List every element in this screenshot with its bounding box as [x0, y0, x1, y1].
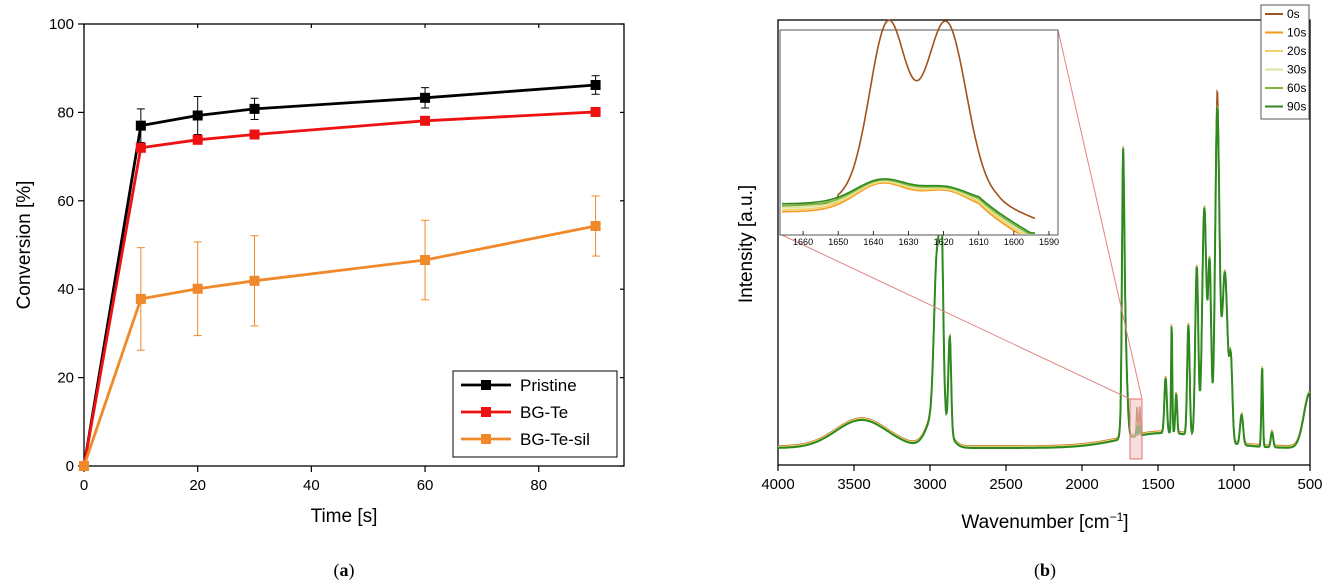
x-tick-label: 2000 [1065, 476, 1098, 493]
data-point-bg-te-sil [590, 220, 601, 231]
data-point-bg-te [420, 115, 431, 126]
panel-a-caption: (a) [334, 560, 355, 581]
y-tick-label: 40 [57, 281, 74, 298]
data-point-pristine [420, 92, 431, 103]
inset-x-tick-label: 1630 [898, 237, 918, 247]
inset-spectrum-30s [782, 180, 1035, 234]
panel-b-y-axis-label: Intensity [a.u.] [736, 185, 757, 303]
series-line-pristine [82, 83, 596, 467]
legend-swatch-marker [481, 434, 491, 444]
data-point-bg-te-sil [420, 255, 431, 266]
inset-spectrum-20s [782, 181, 1035, 234]
panel-a-legend: Pristine BG-Te BG-Te-sil [452, 370, 618, 458]
legend-label: Pristine [520, 376, 577, 395]
panel-a-x-axis-label: Time [s] [311, 506, 378, 527]
legend-label: 60s [1287, 81, 1306, 95]
legend-label: 20s [1287, 44, 1306, 58]
data-point-pristine [590, 79, 601, 90]
legend-swatch-marker [481, 407, 491, 417]
inset-x-tick-label: 1620 [934, 237, 954, 247]
panel-a-error-bars [136, 75, 600, 351]
x-tick-label: 4000 [761, 476, 794, 493]
legend-label: BG-Te-sil [520, 430, 590, 449]
inset-spectrum-60s [782, 179, 1035, 234]
y-tick-label: 80 [57, 104, 74, 121]
panel-b-plot-frame [777, 19, 1311, 466]
x-tick-label: 1000 [1217, 476, 1250, 493]
x-tick-label: 1500 [1141, 476, 1174, 493]
data-point-bg-te [192, 134, 203, 145]
panel-b-inset: 1660 1650 1640 1630 1620 1610 1600 1590 [779, 19, 1059, 247]
x-tick-label: 3500 [837, 476, 870, 493]
legend-label: 30s [1287, 63, 1306, 77]
panel-b-spectra [777, 89, 1311, 449]
inset-spectrum-90s [782, 178, 1035, 234]
series-line-bg-te [82, 110, 596, 467]
data-point-pristine [135, 120, 146, 131]
legend-label: 10s [1287, 26, 1306, 40]
data-point-bg-te [590, 106, 601, 117]
y-tick-label: 60 [57, 193, 74, 210]
inset-x-tick-label: 1650 [828, 237, 848, 247]
panel-a-series-lines [82, 83, 596, 467]
panel-b-legend: 0s 10s 20s 30s 60s 90s [1260, 4, 1310, 120]
data-point-pristine [192, 110, 203, 121]
x-tick-label: 80 [530, 477, 547, 494]
inset-x-tick-label: 1610 [969, 237, 989, 247]
x-tick-label: 20 [189, 477, 206, 494]
panel-a-markers [79, 79, 601, 471]
series-line-bg-te-sil [82, 224, 596, 467]
panel-a-y-axis-label: Conversion [%] [14, 181, 35, 310]
panel-b-zoom-region [1129, 398, 1143, 460]
panel-b-zoom-connector-bottom [781, 234, 1131, 400]
data-point-pristine [249, 103, 260, 114]
inset-x-tick-label: 1590 [1039, 237, 1059, 247]
y-tick-label: 0 [66, 458, 74, 475]
x-tick-label: 40 [303, 477, 320, 494]
inset-spectrum-10s [782, 182, 1035, 234]
x-tick-label: 2500 [989, 476, 1022, 493]
panel-b-inset-x-axis: 1660 1650 1640 1630 1620 1610 1600 1590 [793, 231, 1059, 247]
panel-b-legend-box [1260, 4, 1310, 120]
legend-label: BG-Te [520, 403, 568, 422]
panel-a: 0 20 40 60 80 100 0 20 40 60 80 Conversion [%] Ti… [14, 16, 625, 581]
panel-b-inset-spectra [781, 19, 1036, 234]
data-point-bg-te [135, 142, 146, 153]
data-point-bg-te [249, 129, 260, 140]
y-tick-label: 20 [57, 370, 74, 387]
legend-label: 90s [1287, 100, 1306, 114]
legend-label: 0s [1287, 7, 1300, 21]
x-tick-label: 500 [1297, 476, 1322, 493]
x-tick-label: 60 [417, 477, 434, 494]
x-tick-label: 3000 [913, 476, 946, 493]
panel-b-inset-frame [779, 29, 1059, 236]
inset-x-tick-label: 1640 [863, 237, 883, 247]
y-tick-label: 100 [49, 16, 74, 33]
panel-b: 4000 3500 3000 2500 2000 1500 1000 500 1660 1650… [736, 4, 1323, 581]
panel-b-x-axis-label: Wavenumber [cm−1] [961, 510, 1128, 533]
panel-b-caption: (b) [1034, 560, 1056, 581]
spectrum-90s [777, 105, 1311, 449]
legend-swatch-marker [481, 380, 491, 390]
panel-a-y-axis: 0 20 40 60 80 100 [49, 16, 624, 475]
data-point-bg-te-sil [192, 283, 203, 294]
x-tick-label: 0 [80, 477, 88, 494]
panel-b-zoom-connector-top [1057, 29, 1143, 400]
data-point-bg-te-sil [79, 461, 89, 471]
panel-b-x-axis: 4000 3500 3000 2500 2000 1500 1000 500 [761, 465, 1323, 493]
inset-x-tick-label: 1660 [793, 237, 813, 247]
inset-x-tick-label: 1600 [1004, 237, 1024, 247]
data-point-bg-te-sil [249, 275, 260, 286]
data-point-bg-te-sil [135, 293, 146, 304]
panel-a-plot-frame [83, 23, 625, 467]
